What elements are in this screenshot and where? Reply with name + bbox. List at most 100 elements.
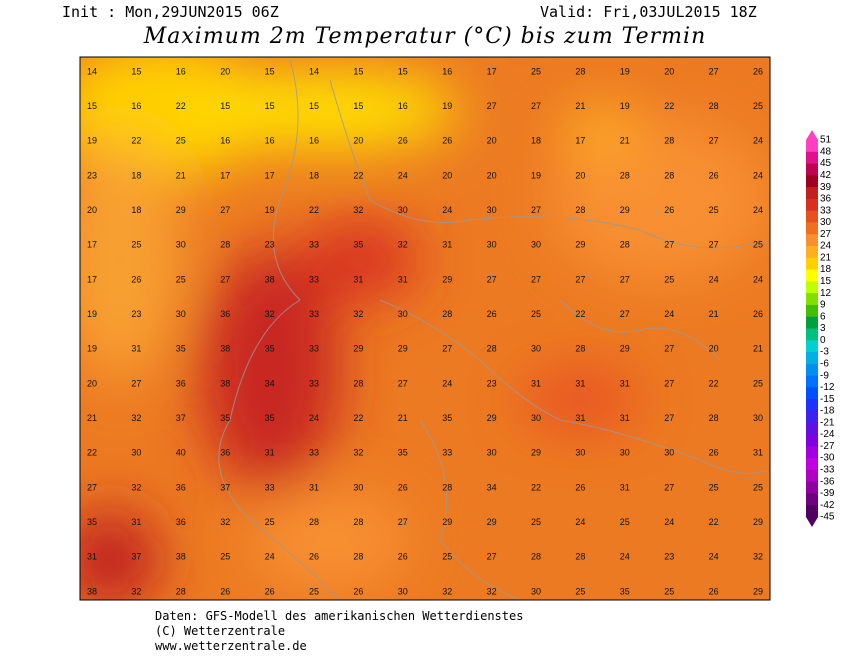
footer-line: Daten: GFS-Modell des amerikanischen Wet… [155,609,523,623]
temperature-value: 26 [709,448,719,458]
temperature-value: 28 [487,344,497,354]
temperature-value: 38 [176,552,186,562]
temperature-value: 24 [442,205,452,215]
temperature-value: 35 [176,344,186,354]
temperature-value: 24 [709,274,719,284]
temperature-value: 16 [442,66,452,76]
temperature-value: 27 [709,66,719,76]
temperature-value: 17 [220,170,230,180]
temperature-value: 24 [265,552,275,562]
temperature-value: 25 [664,586,674,596]
scale-band [806,363,818,377]
temperature-value: 19 [620,101,630,111]
temperature-value: 17 [87,240,97,250]
temperature-value: 18 [131,170,141,180]
scale-label: 51 [820,135,832,146]
temperature-value: 27 [709,136,719,146]
temperature-value: 26 [753,309,763,319]
temperature-value: 21 [620,136,630,146]
temperature-value: 29 [487,517,497,527]
temperature-value: 26 [398,482,408,492]
scale-label: 48 [820,146,832,157]
temperature-value: 15 [398,66,408,76]
temperature-value: 30 [131,448,141,458]
temperature-value: 23 [487,378,497,388]
temperature-value: 31 [398,274,408,284]
temperature-value: 27 [531,274,541,284]
temperature-value: 30 [531,344,541,354]
temperature-value: 25 [753,240,763,250]
temperature-value: 28 [176,586,186,596]
temperature-value: 36 [176,378,186,388]
temperature-value: 27 [487,101,497,111]
temperature-value: 20 [575,170,585,180]
temperature-value: 21 [176,170,186,180]
temperature-value: 35 [353,240,363,250]
temperature-value: 28 [531,552,541,562]
temperature-value: 30 [753,413,763,423]
title: Maximum 2m Temperatur (°C) bis zum Termi… [143,24,707,49]
temperature-value: 30 [353,482,363,492]
temperature-value: 20 [487,170,497,180]
temperature-value: 27 [709,240,719,250]
temperature-value: 31 [131,517,141,527]
temperature-value: 22 [353,413,363,423]
temperature-value: 20 [664,66,674,76]
temperature-value: 33 [309,344,319,354]
scale-label: 27 [820,229,832,240]
temperature-value: 32 [131,413,141,423]
temperature-value: 22 [176,101,186,111]
temperature-value: 25 [753,482,763,492]
temperature-value: 15 [309,101,319,111]
init-time: Init : Mon,29JUN2015 06Z [62,3,279,21]
temperature-value: 27 [398,378,408,388]
temperature-value: 22 [709,378,719,388]
temperature-value: 22 [575,309,585,319]
scale-band [806,222,818,235]
scale-band [806,281,818,294]
temperature-value: 33 [309,448,319,458]
temperature-value: 14 [87,66,97,76]
temperature-value: 28 [575,66,585,76]
temperature-value: 30 [531,586,541,596]
temperature-value: 25 [131,240,141,250]
temperature-value: 25 [265,517,275,527]
temperature-value: 27 [664,378,674,388]
temperature-value: 29 [753,517,763,527]
temperature-value: 25 [531,517,541,527]
temperature-value: 15 [265,66,275,76]
temperature-value: 32 [753,552,763,562]
scale-label: -39 [820,488,835,499]
temperature-value: 25 [176,274,186,284]
scale-label: 0 [820,335,826,346]
scale-label: -9 [820,370,829,381]
temperature-value: 19 [87,344,97,354]
temperature-value: 28 [575,552,585,562]
scale-band [806,493,818,506]
temperature-value: 35 [442,413,452,423]
temperature-value: 19 [265,205,275,215]
scale-band [806,151,818,165]
temperature-value: 35 [265,413,275,423]
temperature-value: 29 [753,586,763,596]
temperature-value: 23 [664,552,674,562]
scale-label: -33 [820,465,835,476]
temperature-value: 19 [87,136,97,146]
scale-label: -6 [820,358,829,369]
temperature-value: 27 [664,344,674,354]
temperature-value: 28 [575,344,585,354]
temperature-value: 27 [531,205,541,215]
temperature-value: 35 [220,413,230,423]
scale-band [806,458,818,471]
temperature-value: 28 [575,205,585,215]
temperature-value: 27 [131,378,141,388]
temperature-value: 31 [87,552,97,562]
temperature-value: 31 [620,378,630,388]
scale-label: -12 [820,382,835,393]
temperature-value: 27 [487,274,497,284]
temperature-value: 21 [575,101,585,111]
scale-band [806,175,818,188]
scale-label: 39 [820,182,832,193]
temperature-value: 20 [220,66,230,76]
scale-band [806,469,818,483]
